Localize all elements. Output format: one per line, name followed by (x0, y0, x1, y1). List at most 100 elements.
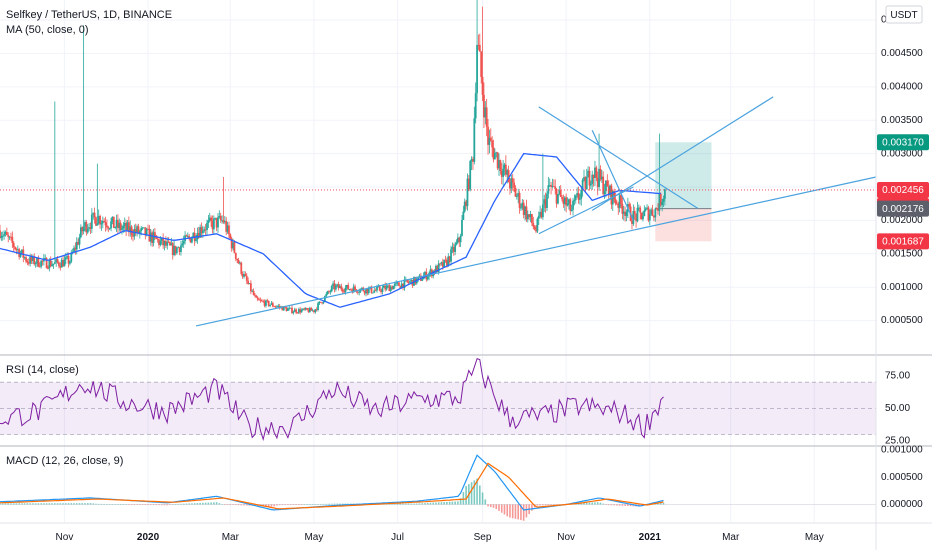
entry-price-badge-bg (877, 200, 929, 217)
candle-body (285, 307, 288, 311)
macd-histogram-bar (506, 504, 509, 517)
candle-body (51, 264, 53, 267)
fan-line-2[interactable] (591, 129, 634, 221)
candle-body (461, 219, 463, 236)
macd-histogram-bar (424, 503, 426, 505)
triangle-lower-line[interactable] (538, 186, 634, 235)
candle-body (622, 211, 625, 214)
stop-loss-zone[interactable] (655, 208, 712, 242)
price-tick-label: 0.003500 (881, 115, 923, 126)
candle-body (277, 306, 280, 307)
candle-body (138, 231, 141, 234)
macd-histogram-bar (174, 504, 177, 505)
macd-histogram-bar (37, 503, 40, 505)
candle-body (633, 210, 636, 215)
macd-histogram-bar (487, 504, 489, 507)
signal-series (0, 462, 664, 510)
candle-body (492, 147, 495, 160)
candle-body (436, 265, 439, 272)
candle-body (354, 286, 356, 290)
candle-body (393, 283, 396, 286)
candle-body (456, 237, 459, 243)
candle-body (11, 236, 14, 243)
candle-body (507, 170, 510, 183)
macd-histogram-bar (624, 504, 626, 506)
candle-body (247, 280, 250, 284)
macd-histogram-bar (92, 503, 95, 505)
candle-body (225, 221, 228, 232)
macd-histogram-bar (605, 504, 607, 505)
macd-histogram-bar (476, 478, 478, 505)
rsi-axis[interactable]: 75.00 50.00 25.00 (885, 370, 910, 446)
macd-histogram-bar (309, 504, 311, 505)
currency-badge[interactable] (885, 5, 923, 24)
macd-axis[interactable]: 0.001000 0.000500 0.000000 (881, 444, 923, 510)
macd-histogram-bar (136, 504, 138, 505)
macd-histogram-bar (0, 503, 1, 505)
candle-body (10, 236, 12, 238)
candle-body (635, 214, 637, 222)
candle-body (177, 247, 180, 249)
macd-histogram-bar (147, 504, 149, 505)
macd-histogram-bar (229, 504, 232, 505)
candle-body (546, 193, 548, 209)
rsi-legend[interactable]: RSI (14, close) (6, 364, 79, 376)
macd-histogram-bar (599, 502, 602, 505)
candle-body (529, 214, 532, 218)
candle-body (517, 193, 520, 197)
trend-drawings[interactable] (195, 96, 877, 327)
candle-body (385, 285, 388, 290)
macd-histogram-bar (180, 503, 182, 505)
macd-histogram-bar (78, 503, 81, 505)
stop-price-badge: 0.001687 (882, 236, 924, 247)
candle-body (498, 160, 500, 169)
macd-histogram-bar (202, 502, 204, 505)
macd-histogram-bar (479, 485, 481, 505)
time-axis[interactable]: Nov 2020 Mar May Jul Sep Nov 2021 Mar May (56, 532, 824, 543)
macd-histogram-bar (415, 503, 418, 505)
candle-body (655, 208, 658, 210)
candle-body (151, 232, 154, 243)
candle-body (640, 212, 643, 220)
candle-body (488, 137, 491, 145)
candle-body (437, 263, 440, 272)
candle-body (181, 243, 184, 246)
candle-body (439, 263, 441, 265)
candle-body (208, 217, 211, 221)
candle-body (86, 228, 89, 233)
ma-legend[interactable]: MA (50, close, 0) (6, 24, 89, 36)
candle-body (466, 178, 469, 207)
macd-histogram-bar (503, 504, 506, 515)
macd-histogram-bar (657, 503, 659, 505)
candle-body (550, 185, 552, 187)
candle-body (452, 247, 455, 252)
macd-pane (0, 454, 876, 521)
price-axis[interactable]: 0.0050000.0045000.0040000.0035000.003000… (881, 15, 923, 327)
macd-histogram-bar (149, 504, 152, 505)
candle-body (585, 177, 588, 190)
candle-body (610, 185, 613, 205)
triangle-top-line[interactable] (538, 106, 699, 209)
upper-fan-line[interactable] (591, 96, 774, 211)
long-position[interactable] (655, 142, 712, 242)
macd-histogram-bar (314, 504, 317, 505)
candle-body (192, 232, 195, 239)
macd-histogram-bar (215, 502, 218, 505)
candle-body (232, 242, 234, 249)
candle-body (657, 208, 659, 211)
macd-legend[interactable]: MACD (12, 26, close, 9) (6, 455, 123, 467)
macd-tick-label: 0.000000 (881, 499, 923, 510)
candle-body (618, 195, 621, 208)
candle-body (481, 76, 484, 95)
macd-histogram-bar (317, 504, 319, 505)
lower-trendline[interactable] (195, 176, 877, 327)
candle-body (14, 247, 16, 250)
macd-histogram-bar (171, 504, 174, 505)
macd-histogram-bar (133, 504, 136, 505)
candle-body (233, 242, 236, 253)
candle-body (273, 306, 276, 308)
candle-body (578, 198, 581, 200)
symbol-title[interactable]: Selfkey / TetherUS, 1D, BINANCE (6, 9, 172, 21)
candle-body (19, 252, 22, 257)
